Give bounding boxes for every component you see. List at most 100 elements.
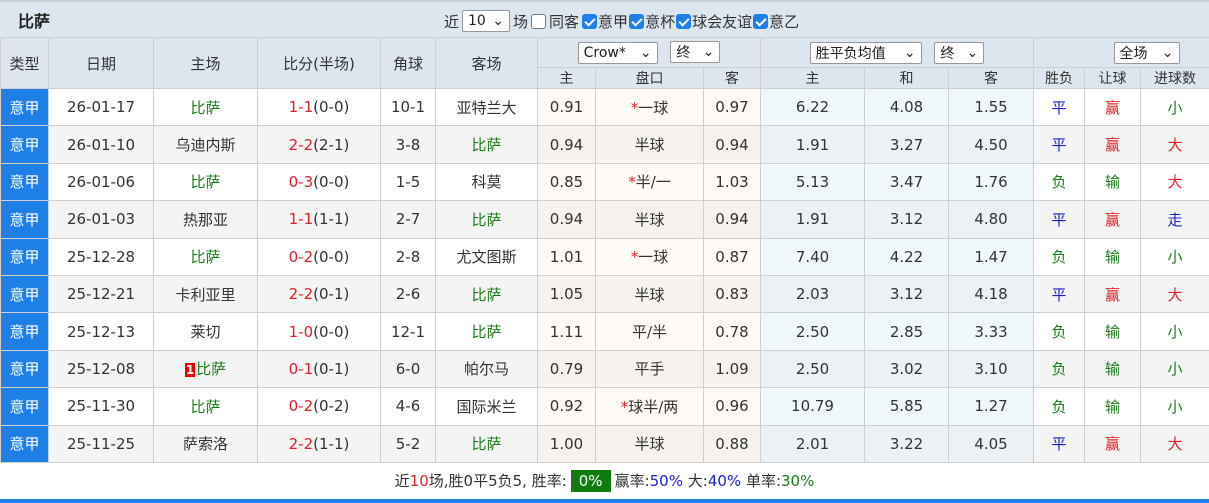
- away-team[interactable]: 比萨: [436, 201, 538, 238]
- league[interactable]: 意甲: [1, 275, 49, 312]
- league-checkbox[interactable]: [629, 14, 644, 29]
- goals-result: 大: [1141, 425, 1209, 462]
- handicap-result: 赢: [1085, 89, 1141, 126]
- big-rate-label: 大:: [688, 470, 708, 491]
- date: 26-01-03: [49, 201, 154, 238]
- avg-draw: 3.12: [865, 201, 949, 238]
- handicap-result: 输: [1085, 388, 1141, 425]
- avg-time-select[interactable]: 终⌄: [934, 42, 984, 64]
- same-away-checkbox[interactable]: [531, 14, 546, 29]
- table-row: 意甲 26-01-17 比萨 1-1(0-0) 10-1 亚特兰大 0.91 *…: [1, 89, 1209, 126]
- league[interactable]: 意甲: [1, 388, 49, 425]
- away-team[interactable]: 比萨: [436, 425, 538, 462]
- home-team-name: 比萨: [196, 360, 226, 378]
- score[interactable]: 0-3(0-0): [258, 163, 381, 200]
- chevron-down-icon: ⌄: [1162, 45, 1174, 61]
- away-odds: 0.78: [704, 313, 761, 350]
- away-team[interactable]: 尤文图斯: [436, 238, 538, 275]
- home-team-name: 比萨: [190, 398, 220, 416]
- away-team[interactable]: 比萨: [436, 275, 538, 312]
- chevron-down-icon: ⌄: [703, 44, 715, 60]
- handicap-line: 半球: [634, 435, 664, 453]
- goals-result: 大: [1141, 163, 1209, 200]
- away-odds: 0.83: [704, 275, 761, 312]
- handicap-line: *半/一: [628, 173, 671, 191]
- home-team[interactable]: 热那亚: [154, 201, 258, 238]
- score[interactable]: 1-1(1-1): [258, 201, 381, 238]
- league-checkbox[interactable]: [753, 14, 768, 29]
- handicap-star: *: [631, 248, 639, 266]
- avg-draw: 3.02: [865, 350, 949, 387]
- score[interactable]: 2-2(0-1): [258, 275, 381, 312]
- company-header: Crow*⌄ 终⌄: [538, 38, 761, 68]
- period-header: 全场⌄: [1034, 38, 1209, 68]
- col-type: 类型: [1, 38, 49, 89]
- home-team-name: 比萨: [190, 248, 220, 266]
- handicap: *球半/两: [596, 388, 704, 425]
- match-count-select[interactable]: 10⌄: [462, 10, 510, 32]
- company-select[interactable]: Crow*⌄: [578, 42, 658, 64]
- league[interactable]: 意甲: [1, 313, 49, 350]
- home-odds: 0.91: [538, 89, 596, 126]
- period-select[interactable]: 全场⌄: [1114, 42, 1180, 64]
- score[interactable]: 2-2(2-1): [258, 126, 381, 163]
- corners: 1-5: [381, 163, 436, 200]
- league[interactable]: 意甲: [1, 350, 49, 387]
- goals-result: 大: [1141, 275, 1209, 312]
- league[interactable]: 意甲: [1, 89, 49, 126]
- corners: 4-6: [381, 388, 436, 425]
- score[interactable]: 2-2(1-1): [258, 425, 381, 462]
- avg-select[interactable]: 胜平负均值⌄: [810, 42, 922, 64]
- date: 25-12-21: [49, 275, 154, 312]
- home-team[interactable]: 萨索洛: [154, 425, 258, 462]
- score[interactable]: 0-1(0-1): [258, 350, 381, 387]
- home-odds: 1.00: [538, 425, 596, 462]
- home-team[interactable]: 乌迪内斯: [154, 126, 258, 163]
- result: 负: [1034, 388, 1085, 425]
- home-team[interactable]: 比萨: [154, 163, 258, 200]
- corners: 10-1: [381, 89, 436, 126]
- home-team[interactable]: 莱切: [154, 313, 258, 350]
- score[interactable]: 1-1(0-0): [258, 89, 381, 126]
- goals-result: 走: [1141, 201, 1209, 238]
- away-team[interactable]: 帕尔马: [436, 350, 538, 387]
- league-checkbox[interactable]: [676, 14, 691, 29]
- league[interactable]: 意甲: [1, 126, 49, 163]
- away-team[interactable]: 国际米兰: [436, 388, 538, 425]
- handicap-result: 赢: [1085, 275, 1141, 312]
- score[interactable]: 0-2(0-2): [258, 388, 381, 425]
- league-checkbox[interactable]: [582, 14, 597, 29]
- full-score: 1-0: [289, 323, 314, 341]
- home-odds: 0.94: [538, 126, 596, 163]
- league[interactable]: 意甲: [1, 201, 49, 238]
- result: 平: [1034, 425, 1085, 462]
- result: 平: [1034, 275, 1085, 312]
- home-team[interactable]: 比萨: [154, 388, 258, 425]
- company-time-select[interactable]: 终⌄: [670, 41, 720, 63]
- league[interactable]: 意甲: [1, 425, 49, 462]
- subcol: 主: [538, 68, 596, 89]
- half-score: (0-0): [313, 173, 349, 191]
- away-odds: 0.97: [704, 89, 761, 126]
- league[interactable]: 意甲: [1, 163, 49, 200]
- corners: 3-8: [381, 126, 436, 163]
- score[interactable]: 0-2(0-0): [258, 238, 381, 275]
- away-team[interactable]: 亚特兰大: [436, 89, 538, 126]
- home-team[interactable]: 比萨: [154, 238, 258, 275]
- away-team[interactable]: 比萨: [436, 313, 538, 350]
- home-team[interactable]: 卡利亚里: [154, 275, 258, 312]
- away-team-name: 比萨: [471, 435, 501, 453]
- away-odds: 0.88: [704, 425, 761, 462]
- league[interactable]: 意甲: [1, 238, 49, 275]
- score[interactable]: 1-0(0-0): [258, 313, 381, 350]
- home-team[interactable]: 比萨: [154, 89, 258, 126]
- away-team[interactable]: 科莫: [436, 163, 538, 200]
- half-score: (0-0): [313, 323, 349, 341]
- handicap-result: 赢: [1085, 201, 1141, 238]
- count-suffix: 场: [513, 11, 528, 32]
- result: 负: [1034, 238, 1085, 275]
- home-team-name: 乌迪内斯: [175, 136, 235, 154]
- away-team[interactable]: 比萨: [436, 126, 538, 163]
